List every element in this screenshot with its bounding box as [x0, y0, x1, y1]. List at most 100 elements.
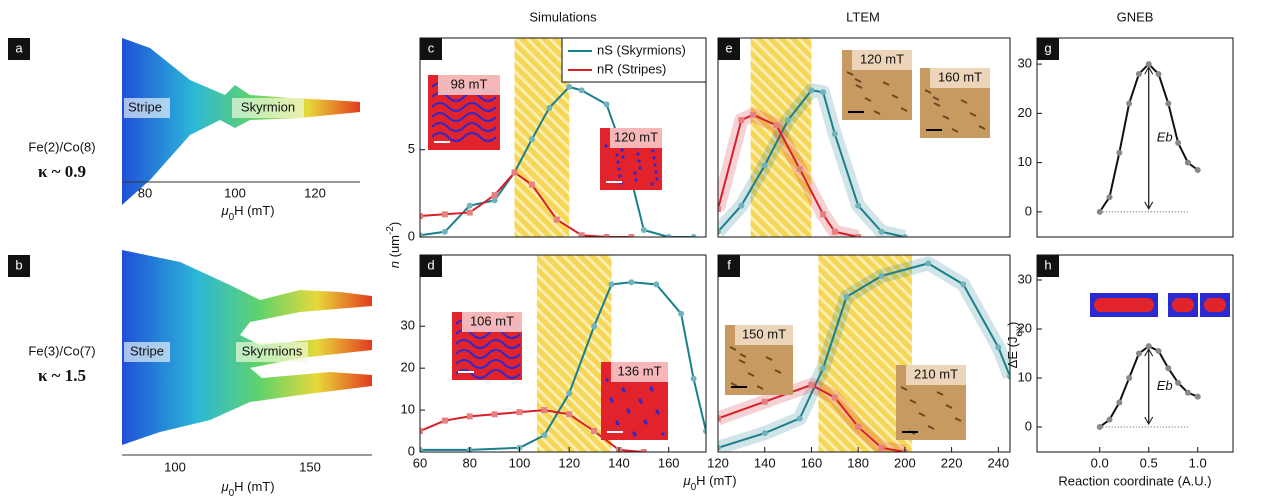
label-part: n: [387, 261, 402, 268]
marker: [441, 417, 448, 424]
plot-frame: [717, 254, 1011, 453]
marker: [603, 234, 610, 237]
marker: [878, 228, 885, 235]
y-tick-label: 0: [1025, 418, 1032, 433]
marker: [628, 234, 635, 237]
domain: [615, 420, 619, 424]
material: Fe(3)/Co(7): [28, 343, 95, 358]
marker: [441, 228, 448, 235]
y-tick-label: 30: [1018, 271, 1032, 286]
domain: [729, 346, 737, 351]
marker: [541, 432, 548, 439]
tick-label: 80: [138, 185, 152, 200]
axis-label: μ0H (mT): [220, 479, 274, 497]
highlight-band: [750, 38, 812, 237]
text-box: [232, 98, 304, 118]
inset-label-box: [438, 75, 500, 95]
domain: [636, 152, 640, 156]
x-tick-label: 200: [894, 455, 916, 470]
marker: [1155, 70, 1162, 77]
domain: [604, 144, 608, 148]
domain: [634, 178, 638, 182]
marker: [578, 87, 585, 94]
text-box: [124, 342, 170, 362]
gneb-state-core: [1204, 298, 1226, 312]
gneb-state-core: [1172, 298, 1194, 312]
marker: [703, 428, 706, 435]
marker: [878, 272, 885, 279]
panel-label-box: [1037, 38, 1059, 60]
domain: [455, 369, 521, 379]
panel-label: h: [1044, 257, 1051, 272]
marker: [466, 202, 473, 209]
marker: [1145, 343, 1152, 350]
material: Fe(2)/Co(8): [28, 139, 95, 154]
x-tick-label: 180: [847, 455, 869, 470]
tick-label: 150: [299, 459, 321, 474]
phase-label: Stripe: [130, 343, 164, 358]
marker: [1194, 167, 1201, 174]
domain: [615, 153, 619, 157]
column-title: Simulations: [529, 9, 597, 24]
marker: [808, 87, 815, 94]
domain: [846, 71, 854, 76]
plot-area: [1096, 61, 1201, 215]
x-tick-label: 160: [801, 455, 823, 470]
marker: [808, 381, 815, 388]
marker: [796, 165, 803, 172]
label-part: 0: [229, 212, 235, 223]
domain: [431, 132, 497, 142]
domain: [927, 425, 935, 430]
y-tick-label: 0: [408, 443, 415, 458]
tick-label: 100: [164, 459, 186, 474]
marker: [901, 234, 908, 237]
label-part: H: [234, 203, 243, 218]
domain: [942, 115, 950, 120]
domain: [978, 125, 986, 130]
legend-label: nR (Stripes): [597, 61, 666, 76]
label-part: ): [387, 222, 402, 226]
highlight-band: [536, 255, 612, 452]
panel-label: d: [427, 257, 434, 272]
domain: [738, 359, 746, 364]
panel-label-box: [8, 38, 30, 60]
y-tick-label: 0: [1025, 203, 1032, 218]
marker: [995, 344, 1002, 351]
label-part: H: [696, 473, 705, 488]
marker: [831, 131, 838, 138]
inset-label: 136 mT: [617, 363, 661, 378]
domain: [455, 339, 521, 349]
domain: [633, 171, 637, 175]
domain: [765, 356, 773, 361]
inset-label-box: [930, 68, 990, 88]
domain: [632, 431, 636, 435]
marker: [831, 394, 838, 401]
y-tick-label: 30: [1018, 56, 1032, 71]
illustration-a: [122, 38, 360, 205]
panel-label-box: [420, 255, 442, 277]
axis-label: μ0H (mT): [220, 203, 274, 223]
x-tick-label: 140: [608, 455, 630, 470]
panel-label: b: [15, 257, 22, 272]
marker: [420, 446, 423, 452]
marker: [761, 162, 768, 169]
plot-frame: [1036, 37, 1234, 238]
marker: [690, 375, 697, 382]
x-tick-label: 140: [754, 455, 776, 470]
series-line: [718, 89, 906, 237]
marker: [528, 181, 535, 188]
marker: [566, 390, 573, 397]
marker: [591, 428, 598, 435]
column-title: LTEM: [846, 9, 880, 24]
domain: [637, 159, 641, 163]
y-tick-label: 30: [401, 318, 415, 333]
y-tick-label: 20: [401, 360, 415, 375]
domain: [945, 404, 953, 409]
marker: [1096, 424, 1103, 431]
highlight-band: [514, 38, 570, 237]
marker: [420, 428, 423, 435]
plot-area: [420, 255, 706, 452]
marker: [718, 206, 721, 213]
marker: [738, 202, 745, 209]
marker: [773, 122, 780, 129]
